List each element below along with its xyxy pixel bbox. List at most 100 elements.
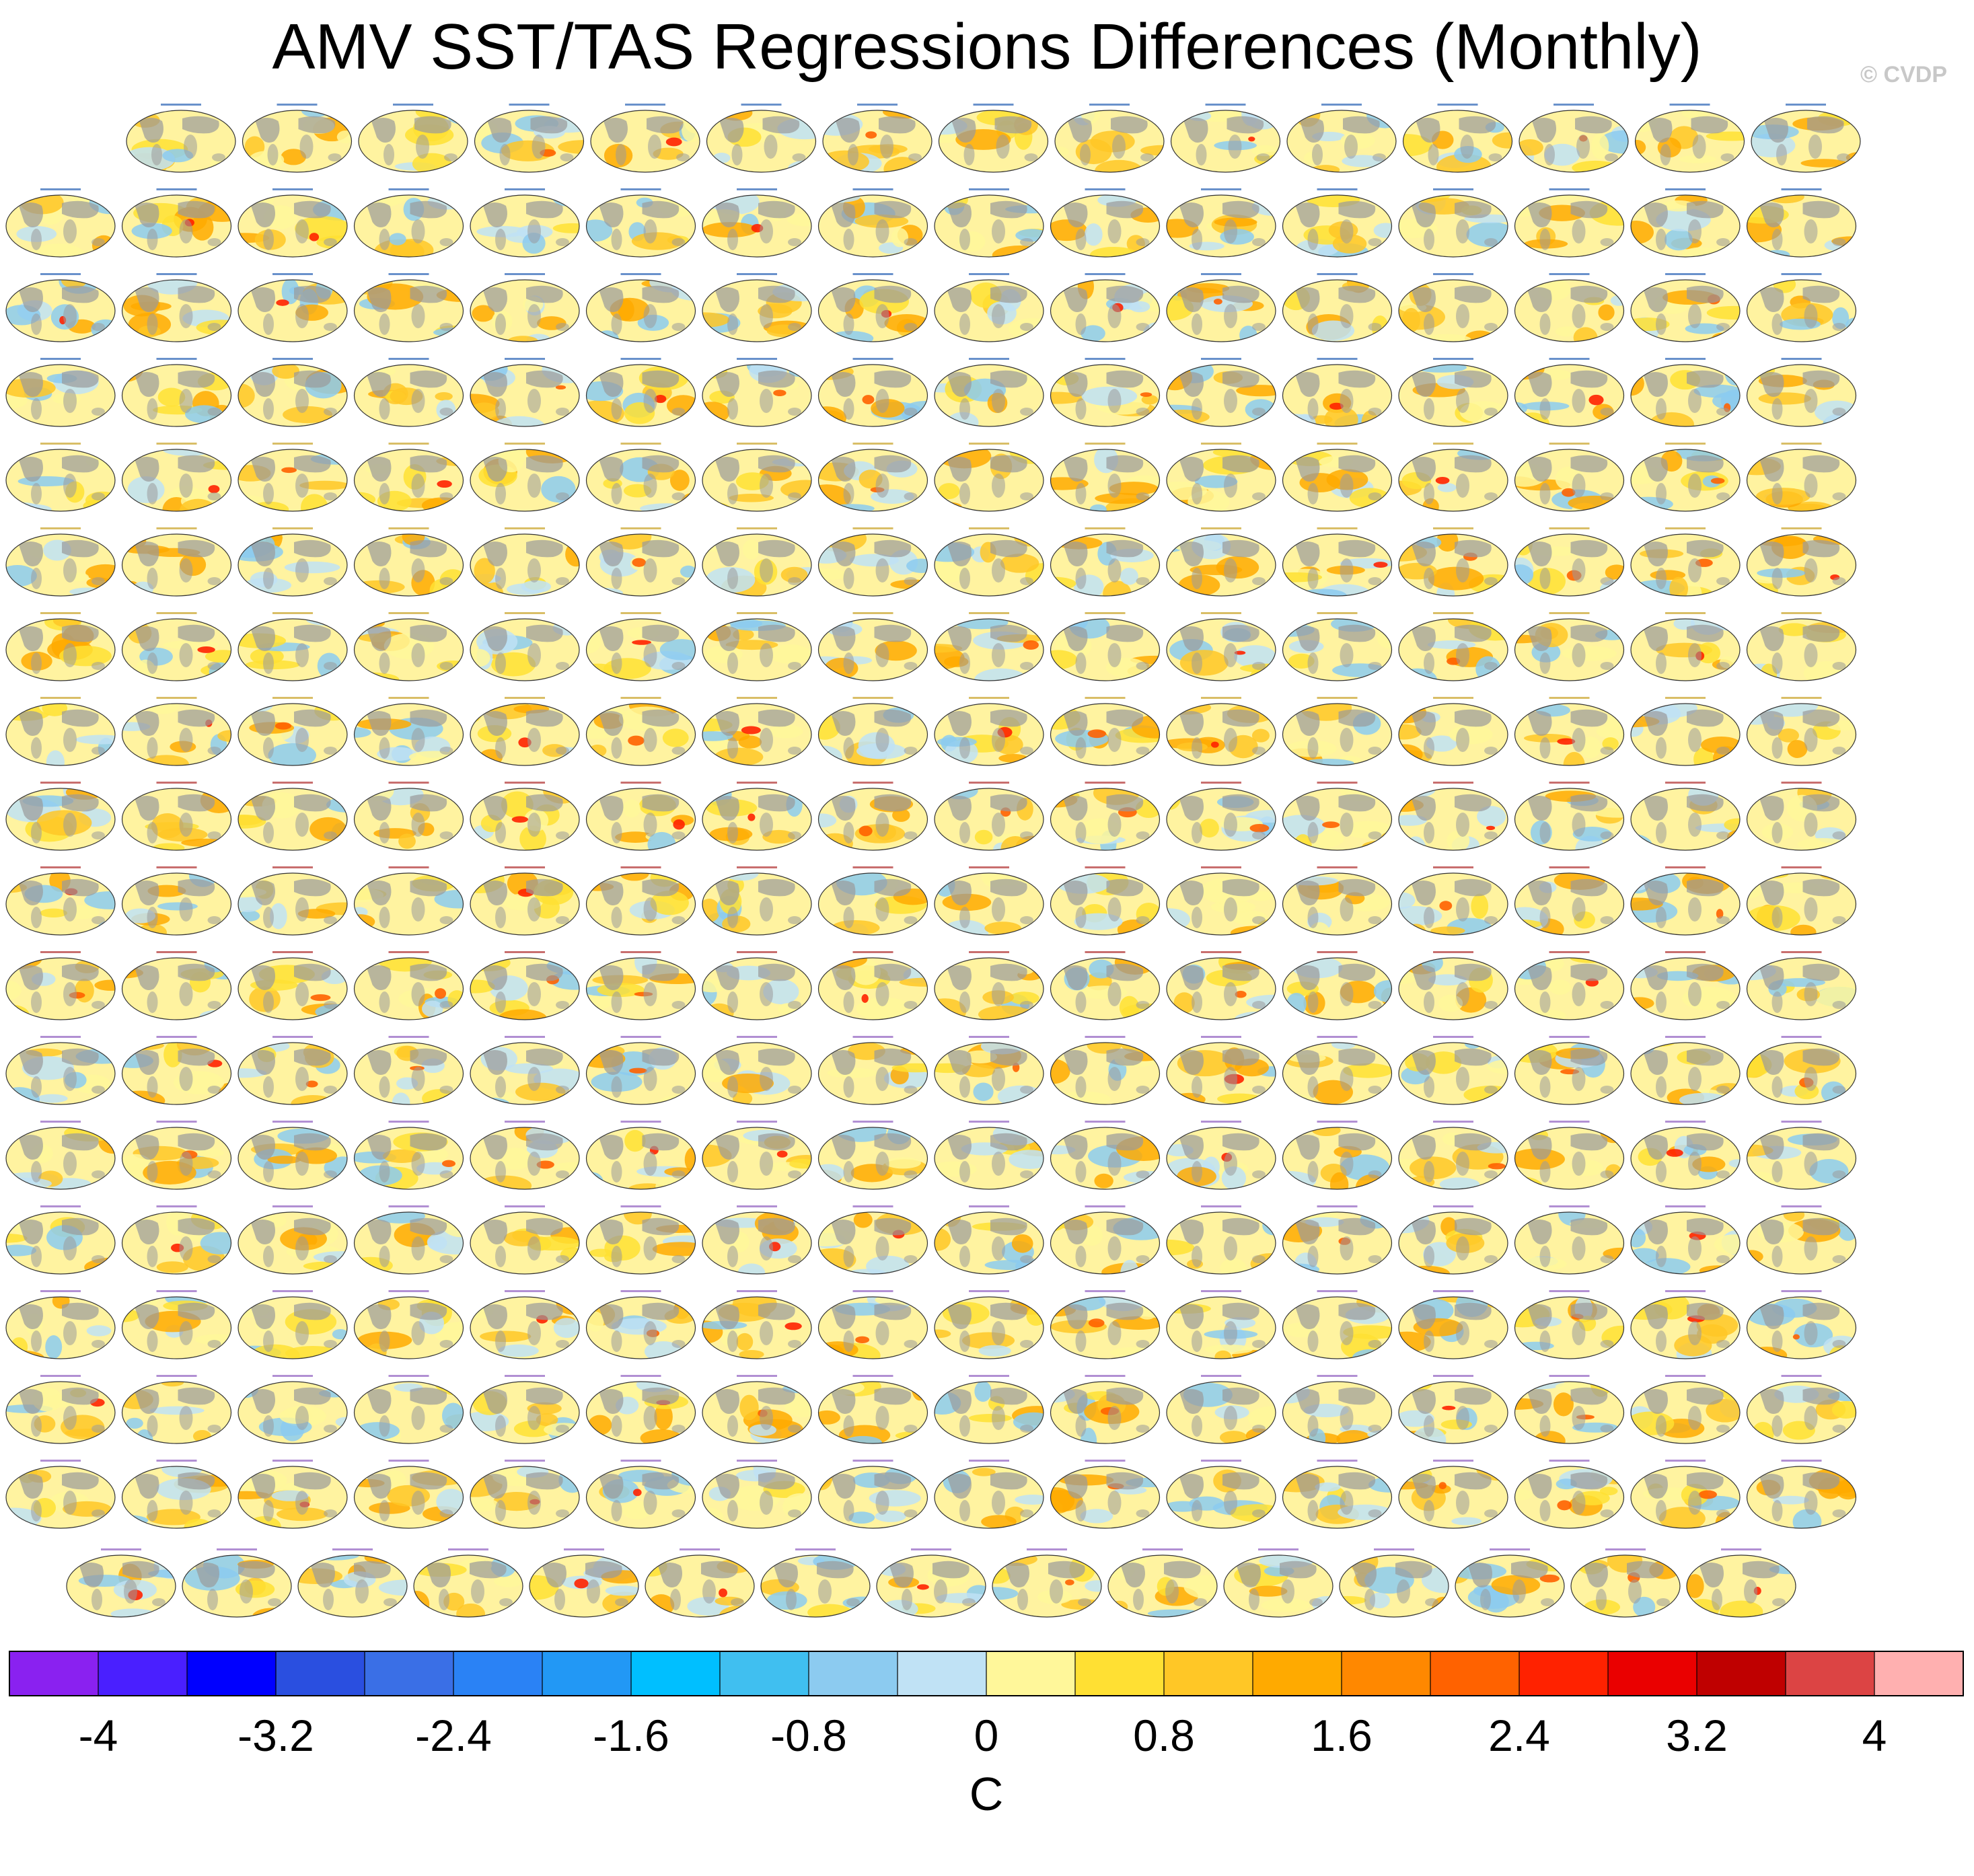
map-panel <box>237 188 348 258</box>
map-panel <box>1514 697 1625 766</box>
map-panel <box>590 104 700 173</box>
map-panel <box>470 866 580 936</box>
map-panel <box>702 273 812 342</box>
map-panel <box>1746 443 1857 512</box>
map-panel <box>353 782 464 851</box>
map-panel <box>1166 866 1276 936</box>
map-panel <box>1514 782 1625 851</box>
map-panel <box>585 188 696 258</box>
map-panel <box>1282 951 1393 1020</box>
map-panel <box>1630 1290 1741 1359</box>
map-panel <box>1746 1205 1857 1275</box>
map-panel <box>934 1036 1044 1105</box>
map-panel <box>470 782 580 851</box>
map-panel <box>817 1121 928 1190</box>
map-panel <box>585 358 696 427</box>
map-panel <box>934 866 1044 936</box>
map-panel <box>1630 866 1741 936</box>
map-panel <box>470 697 580 766</box>
map-panel <box>353 358 464 427</box>
map-panel <box>1166 612 1276 681</box>
map-panel <box>5 782 116 851</box>
map-panel <box>237 358 348 427</box>
map-panel <box>817 697 928 766</box>
map-panel <box>585 782 696 851</box>
map-panel <box>529 1548 639 1618</box>
map-panel <box>1282 188 1393 258</box>
colorbar-tick-label: -2.4 <box>415 1711 492 1760</box>
map-panel <box>817 1375 928 1444</box>
colorbar-bin <box>276 1651 365 1696</box>
map-panel <box>1402 104 1513 173</box>
map-panel <box>5 527 116 597</box>
colorbar-frame <box>9 1651 1964 1696</box>
map-panel <box>934 1460 1044 1529</box>
map-panel <box>1050 273 1161 342</box>
map-panel <box>1455 1548 1565 1618</box>
map-panel <box>1746 697 1857 766</box>
colorbar-bin <box>453 1651 543 1696</box>
map-panel <box>358 104 468 173</box>
map-panel <box>242 104 353 173</box>
map-panel <box>1050 866 1161 936</box>
colorbar-bin <box>809 1651 898 1696</box>
map-panel <box>817 1036 928 1105</box>
map-panel <box>237 782 348 851</box>
map-panel <box>934 1375 1044 1444</box>
colorbar-tick-label: -1.6 <box>593 1711 669 1760</box>
map-panel <box>470 951 580 1020</box>
map-panel <box>1746 358 1857 427</box>
map-panel <box>1282 697 1393 766</box>
map-panel <box>934 612 1044 681</box>
colorbar-bin <box>9 1651 99 1696</box>
map-panel <box>1398 1460 1508 1529</box>
map-panel <box>1166 697 1276 766</box>
map-panel <box>1050 1121 1161 1190</box>
map-panel <box>1166 1036 1276 1105</box>
colorbar-unit-label: C <box>970 1768 1004 1820</box>
map-panel <box>1050 527 1161 597</box>
map-panel <box>1050 1036 1161 1105</box>
colorbar-bin <box>1253 1651 1342 1696</box>
map-panel <box>5 1375 116 1444</box>
map-panel <box>297 1548 408 1618</box>
map-panel <box>121 782 232 851</box>
colorbar-bin <box>720 1651 809 1696</box>
map-panel <box>237 1121 348 1190</box>
map-panel <box>1282 1205 1393 1275</box>
map-panel <box>1166 1121 1276 1190</box>
colorbar-tick-label: -3.2 <box>237 1711 314 1760</box>
map-panel <box>1166 273 1276 342</box>
map-panel <box>1166 1290 1276 1359</box>
map-panel <box>1107 1548 1218 1618</box>
map-panel <box>1282 273 1393 342</box>
map-panel <box>1514 358 1625 427</box>
map-panel <box>1630 1121 1741 1190</box>
map-panel <box>817 951 928 1020</box>
colorbar-tick-label: -4 <box>79 1711 118 1760</box>
map-panel <box>1630 273 1741 342</box>
map-panel <box>121 443 232 512</box>
map-panel <box>121 697 232 766</box>
colorbar-bin <box>1608 1651 1697 1696</box>
map-panel <box>1514 1290 1625 1359</box>
colorbar-bin <box>1786 1651 1875 1696</box>
map-panel <box>817 782 928 851</box>
map-panel <box>353 527 464 597</box>
map-panel <box>1398 1036 1508 1105</box>
map-panel <box>237 1460 348 1529</box>
map-panel <box>702 951 812 1020</box>
map-panel <box>237 273 348 342</box>
map-panel <box>934 782 1044 851</box>
map-panel <box>1514 188 1625 258</box>
map-panel <box>237 697 348 766</box>
map-panel <box>1630 951 1741 1020</box>
map-panel <box>470 1205 580 1275</box>
map-panel <box>585 1121 696 1190</box>
map-panel <box>585 1036 696 1105</box>
map-panel <box>1514 273 1625 342</box>
map-panel <box>353 1460 464 1529</box>
map-panel <box>470 358 580 427</box>
map-panel <box>121 951 232 1020</box>
